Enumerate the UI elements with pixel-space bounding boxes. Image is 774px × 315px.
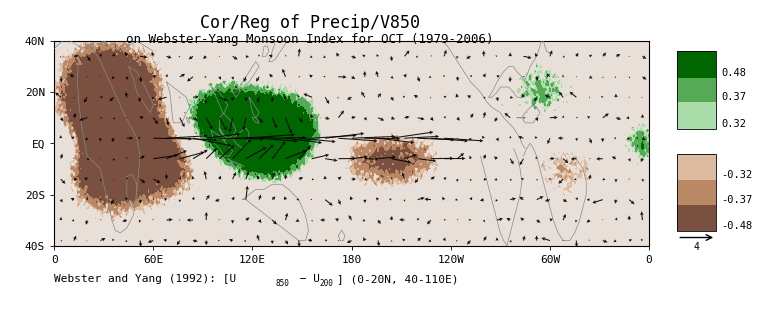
Text: -0.48: -0.48 [721,221,753,231]
Text: Cor/Reg of Precip/V850: Cor/Reg of Precip/V850 [200,14,420,32]
Text: ] (0-20N, 40-110E): ] (0-20N, 40-110E) [337,274,458,284]
Bar [677,78,716,102]
Text: 0.48: 0.48 [721,68,747,78]
Text: 850: 850 [276,279,289,288]
Text: 0.32: 0.32 [721,119,747,129]
Bar [677,154,716,231]
Text: 0.37: 0.37 [721,92,747,102]
Bar [677,51,716,129]
Text: − U: − U [293,274,320,284]
Text: 4: 4 [694,242,700,252]
Bar [677,102,716,129]
Bar [677,51,716,78]
Text: -0.32: -0.32 [721,170,753,180]
Bar [677,205,716,231]
Text: 200: 200 [320,279,334,288]
Bar [677,154,716,180]
Text: -0.37: -0.37 [721,195,753,205]
Text: Webster and Yang (1992): [U: Webster and Yang (1992): [U [54,274,236,284]
Text: on Webster-Yang Monsoon Index for OCT (1979-2006): on Webster-Yang Monsoon Index for OCT (1… [126,33,493,46]
Bar [677,180,716,205]
